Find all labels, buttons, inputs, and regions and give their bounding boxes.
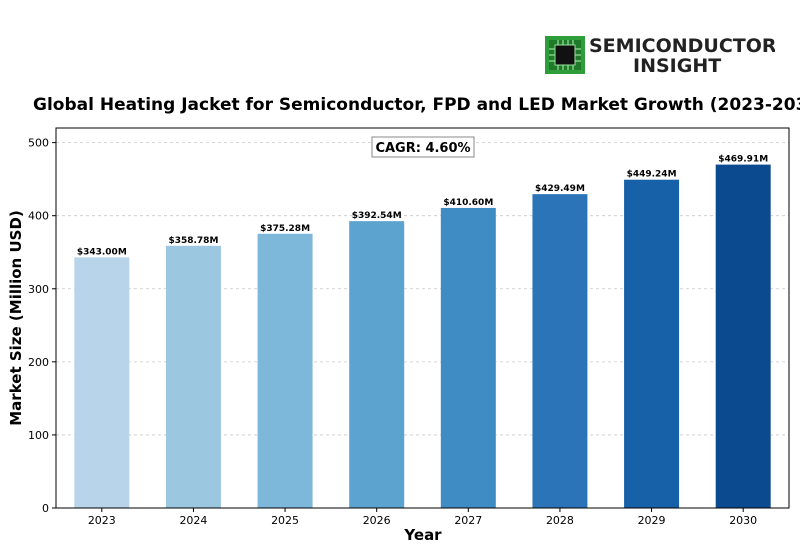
data-label-2023: $343.00M	[77, 247, 127, 257]
bar-2027	[440, 207, 496, 508]
x-axis-label: Year	[403, 526, 442, 544]
y-tick-label: 400	[28, 210, 49, 223]
x-tick-label: 2030	[729, 514, 757, 527]
logo-line2: INSIGHT	[633, 55, 721, 76]
bar-2030	[715, 164, 771, 508]
y-tick-label: 100	[28, 429, 49, 442]
x-tick-label: 2026	[363, 514, 391, 527]
cagr-annotation: CAGR: 4.60%	[371, 136, 475, 158]
bar-2026	[349, 221, 405, 508]
chip-icon	[545, 36, 585, 74]
plot-frame	[55, 127, 790, 509]
bar-2029	[624, 179, 680, 508]
y-axis-label: Market Size (Million USD)	[7, 210, 25, 426]
data-label-2025: $375.28M	[260, 224, 310, 234]
y-tick-label: 300	[28, 283, 49, 296]
bar-2025	[257, 233, 313, 508]
x-tick-label: 2025	[271, 514, 299, 527]
logo-line1: SEMICONDUCTOR	[589, 35, 775, 57]
data-label-2027: $410.60M	[443, 198, 493, 208]
x-tick-label: 2027	[454, 514, 482, 527]
bars	[74, 164, 771, 509]
data-label-2026: $392.54M	[352, 211, 402, 221]
y-tick-label: 0	[42, 502, 49, 515]
data-label-2030: $469.91M	[718, 155, 768, 165]
bar-2028	[532, 194, 588, 509]
data-label-2024: $358.78M	[168, 236, 218, 246]
y-axis-ticks: 0 100 200 300 400 500	[28, 137, 56, 515]
x-tick-label: 2024	[179, 514, 207, 527]
x-tick-label: 2029	[638, 514, 666, 527]
data-labels: $343.00M $358.78M $375.28M $392.54M $410.60M…	[77, 155, 768, 258]
x-axis-ticks: 2023 2024 2025 2026 2027 2028 2029 2030	[88, 508, 757, 527]
data-label-2029: $449.24M	[627, 170, 677, 180]
data-label-2028: $429.49M	[535, 184, 585, 194]
x-tick-label: 2023	[88, 514, 116, 527]
y-tick-label: 200	[28, 356, 49, 369]
y-tick-label: 500	[28, 137, 49, 150]
brand-logo: SEMICONDUCTOR INSIGHT	[545, 35, 775, 76]
chart-title: Global Heating Jacket for Semiconductor,…	[33, 95, 800, 115]
bar-2024	[165, 245, 221, 508]
bar-2023	[74, 257, 130, 508]
cagr-text: CAGR: 4.60%	[375, 141, 470, 156]
x-tick-label: 2028	[546, 514, 574, 527]
